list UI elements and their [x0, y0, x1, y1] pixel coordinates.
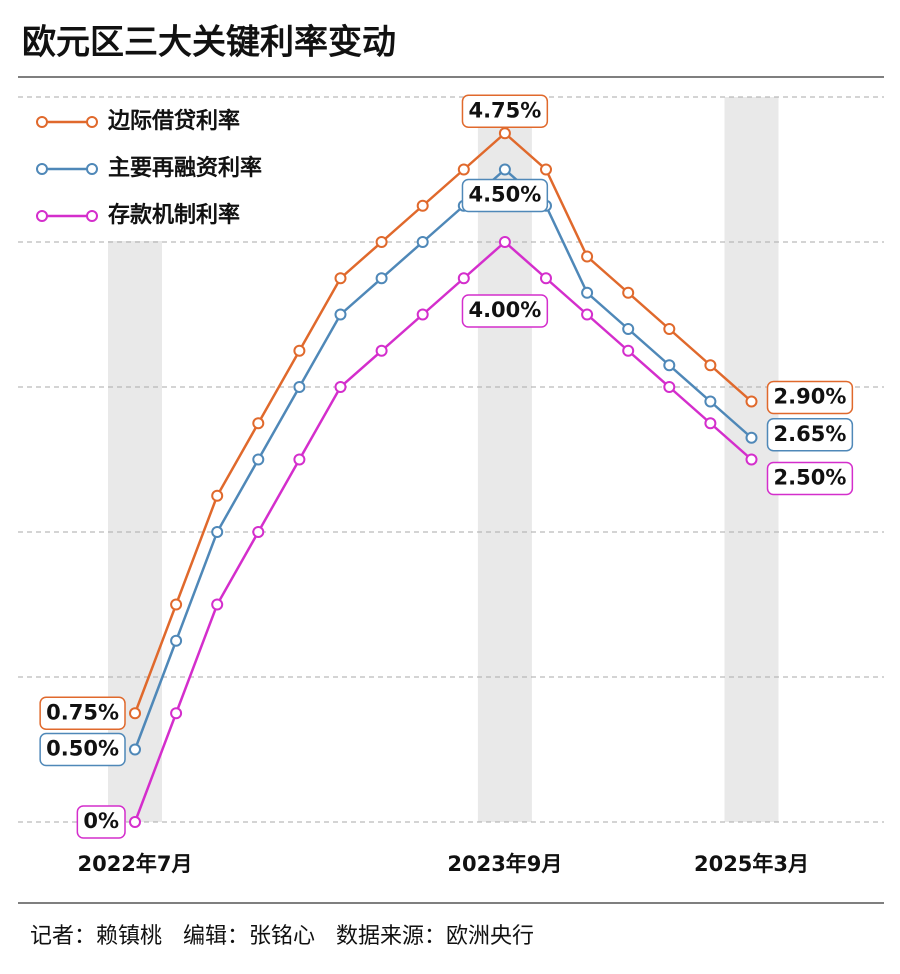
data-point — [498, 127, 511, 140]
value-label: 0% — [76, 805, 126, 839]
data-point — [211, 598, 224, 611]
data-point — [293, 453, 306, 466]
legend-marker — [86, 116, 98, 128]
data-point — [293, 381, 306, 393]
background — [18, 96, 884, 823]
x-tick-label: 2022年7月 — [77, 852, 192, 876]
data-point — [375, 272, 388, 285]
x-tick-label: 2025年3月 — [694, 852, 809, 876]
data-point — [622, 323, 635, 335]
value-label: 2.90% — [766, 380, 854, 415]
data-point — [375, 236, 388, 248]
data-point — [704, 417, 717, 430]
source: 记者：赖镇桃 编辑：张铭心 数据来源：欧洲央行 — [30, 924, 534, 949]
data-point — [129, 743, 141, 756]
data-point — [170, 598, 183, 611]
data-point — [334, 308, 347, 321]
chart-title: 欧元区三大关键利率变动 — [22, 23, 396, 63]
data-point — [416, 308, 429, 321]
legend-marker — [36, 116, 48, 128]
data-point — [129, 816, 141, 828]
value-label-box — [461, 94, 549, 128]
value-label: 4.50% — [461, 178, 549, 213]
data-point — [375, 344, 388, 357]
data-point — [581, 286, 594, 299]
data-point — [457, 163, 470, 176]
data-point — [663, 323, 676, 335]
data-point — [129, 707, 141, 720]
value-label-text: 2.50% — [774, 466, 847, 490]
data-point — [211, 489, 224, 502]
value-label-box — [461, 178, 549, 213]
value-label: 0.50% — [39, 732, 126, 767]
series-line — [133, 167, 753, 750]
data-point — [416, 199, 429, 212]
data-point — [170, 707, 183, 720]
series-line — [133, 131, 753, 714]
value-label-box — [766, 380, 854, 415]
data-point — [457, 272, 470, 285]
legend-marker — [86, 210, 98, 222]
data-point — [663, 359, 676, 372]
data-point — [252, 526, 265, 538]
legend-label: 存款机制利率 — [108, 202, 240, 228]
value-label-text: 2.90% — [774, 385, 847, 409]
value-label: 4.75% — [461, 94, 549, 128]
data-point — [745, 453, 758, 466]
data-point — [211, 526, 224, 538]
data-point — [581, 308, 594, 321]
data-point — [498, 236, 511, 248]
series-line — [133, 240, 753, 823]
data-point — [252, 417, 265, 430]
value-label-text: 4.75% — [468, 98, 541, 122]
data-point — [540, 163, 552, 176]
data-point — [416, 236, 429, 248]
data-point — [745, 431, 758, 444]
value-label-text: 0.75% — [46, 700, 119, 724]
data-point — [252, 453, 265, 466]
data-point — [663, 381, 676, 393]
data-point — [622, 344, 635, 357]
highlight-band — [477, 97, 532, 822]
data-point — [334, 381, 347, 393]
legend-marker — [36, 210, 48, 222]
value-label-box — [39, 696, 126, 730]
value-label-box — [461, 294, 549, 328]
data-point — [745, 395, 758, 408]
data-point — [581, 250, 594, 263]
value-label: 0.75% — [39, 696, 126, 730]
value-label: 2.65% — [766, 418, 854, 452]
data-point — [704, 359, 717, 372]
value-label-box — [76, 805, 126, 839]
value-label-box — [39, 732, 126, 767]
data-point — [293, 344, 306, 357]
data-point — [498, 163, 511, 176]
value-label-text: 0% — [83, 809, 119, 833]
value-label: 4.00% — [461, 294, 549, 328]
legend-marker — [36, 163, 48, 175]
value-label-box — [766, 461, 854, 496]
value-label-text: 0.50% — [46, 737, 119, 761]
value-label-text: 4.00% — [468, 298, 541, 322]
value-label-text: 2.65% — [774, 422, 847, 446]
value-label: 2.50% — [766, 461, 854, 496]
x-tick-label: 2023年9月 — [447, 852, 562, 876]
legend-label: 主要再融资利率 — [108, 155, 262, 181]
data-point — [540, 272, 552, 285]
data-point — [622, 286, 635, 299]
legend-marker — [86, 163, 98, 175]
legend-label: 边际借贷利率 — [107, 108, 240, 134]
data-point — [170, 634, 183, 647]
value-label-text: 4.50% — [468, 183, 541, 207]
value-label-box — [766, 418, 854, 452]
data-point — [704, 395, 717, 408]
data-point — [334, 272, 347, 285]
